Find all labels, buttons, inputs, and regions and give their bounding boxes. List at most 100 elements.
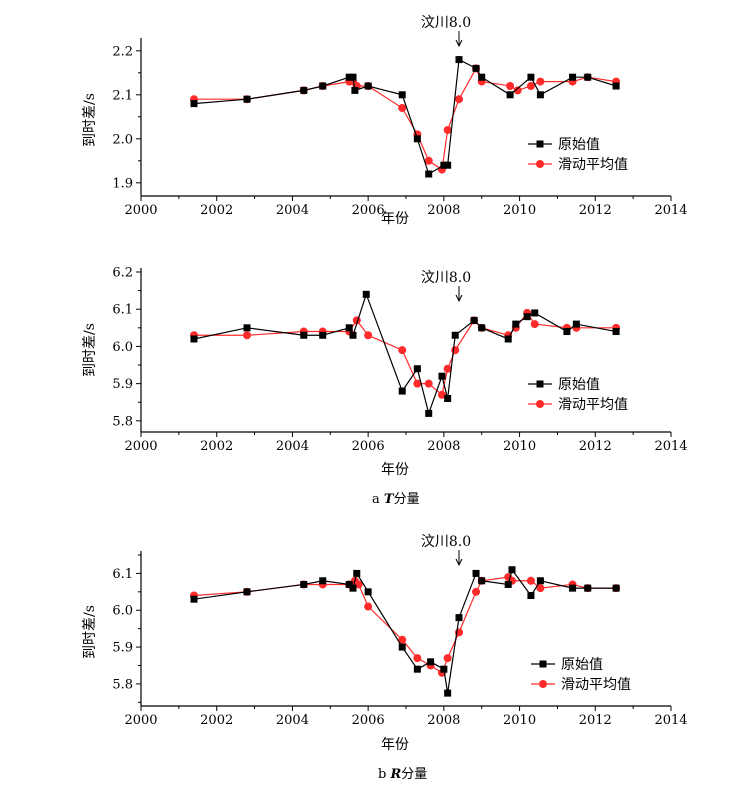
data-point-smoothed	[455, 95, 463, 104]
data-point-raw	[472, 64, 480, 72]
legend-marker-smoothed	[536, 160, 544, 168]
y-tick-label: 6.1	[112, 567, 133, 582]
data-point-raw	[563, 328, 571, 336]
data-point-raw	[427, 658, 435, 666]
chart-panel-2: 2000 2002 2004 2006 2008 2010 2012 2014 5.8 5.9 6.…	[82, 266, 688, 479]
data-point-raw	[300, 86, 308, 94]
x-tick-label: 2004	[276, 439, 309, 454]
x-tick-label: 2014	[654, 203, 687, 218]
legend-label: 滑动平均值	[558, 156, 628, 173]
data-point-raw	[413, 365, 421, 373]
x-tick-label: 2008	[427, 439, 460, 454]
data-point-raw	[398, 91, 406, 99]
x-tick-label: 2000	[124, 203, 157, 218]
caption-a: a T分量	[372, 488, 420, 507]
data-point-raw	[612, 82, 620, 90]
y-tick-label: 5.9	[112, 641, 133, 656]
quake-annotation: 汶川8.0	[421, 14, 471, 31]
x-axis-label: 年份	[381, 737, 409, 753]
y-axis-label: 到时差/s	[82, 93, 98, 147]
data-point-raw	[345, 324, 353, 332]
data-point-raw	[523, 313, 531, 321]
data-point-raw	[345, 580, 353, 588]
y-tick-label: 5.8	[112, 677, 133, 692]
data-point-raw	[584, 584, 592, 592]
data-point-raw	[506, 91, 514, 99]
data-point-smoothed	[413, 654, 422, 663]
data-point-raw	[444, 689, 452, 697]
legend-label: 原始值	[558, 137, 600, 153]
y-tick-label: 6.1	[112, 303, 133, 318]
chart-panel-1: 2000 2002 2004 2006 2008 2010 2012 2014 1.9 2.0 2.…	[82, 14, 688, 227]
data-point-raw	[527, 592, 535, 600]
y-axis-label: 到时差/s	[82, 323, 98, 377]
data-point-raw	[451, 331, 459, 339]
data-point-smoothed	[513, 86, 522, 95]
x-tick-label: 2012	[579, 713, 612, 728]
legend-marker-smoothed	[539, 680, 547, 688]
x-tick-label: 2000	[124, 439, 157, 454]
x-tick-label: 2002	[200, 713, 233, 728]
data-point-raw	[572, 320, 580, 328]
legend-marker-raw	[536, 140, 544, 148]
data-point-raw	[345, 73, 353, 81]
x-tick-label: 2010	[503, 203, 536, 218]
data-point-raw	[190, 100, 198, 108]
x-tick-label: 2008	[427, 203, 460, 218]
data-point-raw	[455, 614, 463, 622]
x-tick-label: 2012	[579, 203, 612, 218]
series-line-raw	[193, 292, 617, 416]
data-point-raw	[364, 82, 372, 90]
data-point-raw	[364, 588, 372, 596]
data-point-raw	[319, 82, 327, 90]
data-point-raw	[440, 665, 448, 673]
legend-marker-smoothed	[536, 400, 544, 408]
legend-marker-raw	[536, 380, 544, 388]
data-point-raw	[243, 588, 251, 596]
x-tick-label: 2006	[352, 713, 385, 728]
data-point-smoothed	[398, 635, 407, 644]
legend-label: 滑动平均值	[561, 676, 631, 693]
data-point-raw	[353, 569, 361, 577]
data-point-raw	[504, 335, 512, 343]
x-tick-label: 2000	[124, 713, 157, 728]
data-point-smoothed	[506, 82, 515, 90]
y-tick-label: 6.2	[112, 266, 133, 281]
quake-annotation: 汶川8.0	[421, 533, 471, 550]
x-tick-label: 2014	[654, 713, 687, 728]
annotation-arrow-head	[455, 294, 463, 303]
x-tick-label: 2006	[352, 439, 385, 454]
caption-b-var: R	[390, 767, 402, 782]
data-point-raw	[425, 170, 433, 178]
data-point-smoothed	[526, 576, 535, 585]
x-tick-label: 2008	[427, 713, 460, 728]
data-point-smoothed	[364, 602, 373, 611]
data-point-smoothed	[443, 654, 452, 663]
data-point-raw	[349, 331, 357, 339]
legend-label: 原始值	[561, 657, 603, 673]
caption-a-var: T	[383, 492, 394, 507]
data-point-raw	[398, 643, 406, 651]
data-point-smoothed	[398, 104, 407, 112]
data-point-raw	[584, 73, 592, 81]
caption-b: b R分量	[378, 763, 427, 782]
data-point-raw	[349, 73, 357, 81]
data-point-raw	[504, 580, 512, 588]
data-point-smoothed	[354, 580, 363, 589]
data-point-smoothed	[437, 390, 446, 399]
y-tick-label: 5.8	[112, 414, 133, 429]
data-point-smoothed	[364, 331, 373, 340]
data-point-raw	[569, 73, 577, 81]
data-point-raw	[300, 580, 308, 588]
data-point-raw	[190, 335, 198, 343]
x-tick-label: 2004	[276, 713, 309, 728]
x-tick-label: 2012	[579, 439, 612, 454]
data-point-raw	[413, 135, 421, 143]
data-point-smoothed	[413, 379, 422, 388]
x-axis-label: 年份	[381, 462, 409, 478]
data-point-raw	[444, 161, 452, 169]
y-tick-label: 2.0	[112, 132, 133, 147]
